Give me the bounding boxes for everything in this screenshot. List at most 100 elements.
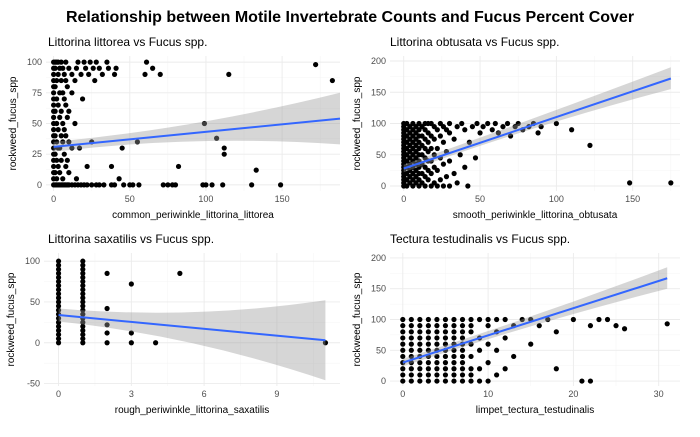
data-point: [587, 142, 593, 148]
data-point: [485, 120, 491, 127]
data-point: [442, 353, 449, 360]
data-point: [172, 182, 179, 188]
data-point: [425, 378, 431, 384]
y-tick-label: 25: [32, 149, 42, 159]
data-point: [400, 335, 406, 341]
data-point: [57, 169, 63, 176]
data-point: [400, 372, 406, 378]
data-point: [434, 167, 440, 173]
data-point: [54, 157, 60, 163]
data-point: [128, 340, 134, 346]
x-tick-label: 3: [129, 389, 134, 399]
data-point: [459, 378, 466, 384]
y-tick-label: 100: [25, 256, 40, 266]
data-point: [96, 182, 102, 188]
x-axis-label: rough_periwinkle_littorina_saxatilis: [115, 405, 270, 416]
data-point: [400, 353, 406, 360]
data-point: [90, 65, 96, 71]
data-point: [535, 130, 541, 136]
data-point: [468, 372, 474, 378]
data-point: [451, 329, 457, 335]
data-point: [442, 316, 449, 323]
data-point: [425, 177, 431, 183]
regression-line: [53, 117, 341, 148]
y-tick-label: 150: [371, 87, 386, 97]
data-point: [54, 176, 60, 182]
data-point: [451, 353, 457, 360]
data-point: [80, 340, 86, 346]
data-point: [80, 327, 86, 334]
x-axis-label: smooth_periwinkle_littorina_obtusata: [453, 210, 618, 221]
data-point: [64, 157, 70, 163]
data-point: [443, 174, 450, 180]
data-point: [468, 378, 474, 384]
data-point: [80, 295, 86, 301]
data-point: [425, 335, 431, 341]
data-point: [434, 323, 440, 329]
data-point: [203, 182, 209, 188]
data-point: [96, 65, 102, 71]
data-point: [451, 360, 457, 366]
data-point: [434, 353, 440, 360]
data-point: [476, 378, 483, 384]
y-tick-label: 50: [32, 119, 42, 129]
data-point: [417, 335, 423, 341]
data-point: [72, 77, 78, 84]
data-point: [226, 71, 232, 78]
data-point: [63, 59, 69, 65]
panel-title: Littorina saxatilis vs Fucus spp.: [48, 232, 214, 246]
data-point: [451, 378, 457, 384]
data-point: [400, 378, 406, 384]
data-point: [494, 372, 500, 378]
data-point: [58, 157, 64, 163]
data-point: [73, 65, 80, 71]
data-point: [86, 71, 92, 78]
data-point: [434, 145, 440, 152]
data-point: [457, 152, 463, 158]
data-point: [93, 59, 99, 65]
data-point: [220, 182, 226, 188]
data-point: [80, 311, 86, 317]
data-point: [454, 180, 460, 186]
data-point: [55, 163, 61, 170]
points: [51, 59, 335, 188]
data-point: [105, 65, 112, 71]
data-point: [417, 360, 423, 366]
data-point: [485, 323, 491, 329]
data-point: [165, 182, 171, 188]
data-point: [55, 283, 62, 289]
panel-title: Littorina littorea vs Fucus spp.: [48, 35, 207, 49]
data-point: [55, 327, 62, 334]
data-point: [442, 323, 449, 329]
data-point: [485, 316, 491, 323]
data-point: [437, 177, 443, 183]
data-point: [459, 323, 466, 329]
data-point: [587, 378, 594, 384]
data-point: [425, 139, 431, 145]
y-axis-label: rockweed_fucus_spp: [352, 76, 363, 170]
data-point: [81, 59, 87, 65]
data-point: [417, 341, 423, 347]
data-point: [130, 182, 136, 188]
data-point: [101, 182, 107, 188]
y-tick-label: 100: [27, 57, 42, 67]
data-point: [80, 303, 86, 309]
data-point: [459, 347, 466, 353]
data-point: [417, 316, 423, 323]
confidence-band: [53, 92, 340, 152]
data-point: [143, 59, 150, 65]
panel-title: Tectura testudinalis vs Fucus spp.: [390, 232, 570, 246]
data-point: [422, 183, 428, 189]
y-tick-label: 0: [35, 338, 40, 348]
data-point: [80, 323, 86, 330]
data-point: [587, 323, 594, 329]
data-point: [55, 127, 61, 133]
data-point: [221, 145, 227, 151]
data-point: [480, 124, 486, 130]
data-point: [434, 372, 440, 378]
regression-line: [403, 77, 672, 170]
data-point: [440, 139, 447, 145]
data-point: [485, 360, 491, 366]
data-point: [538, 124, 544, 130]
data-point: [55, 307, 62, 313]
